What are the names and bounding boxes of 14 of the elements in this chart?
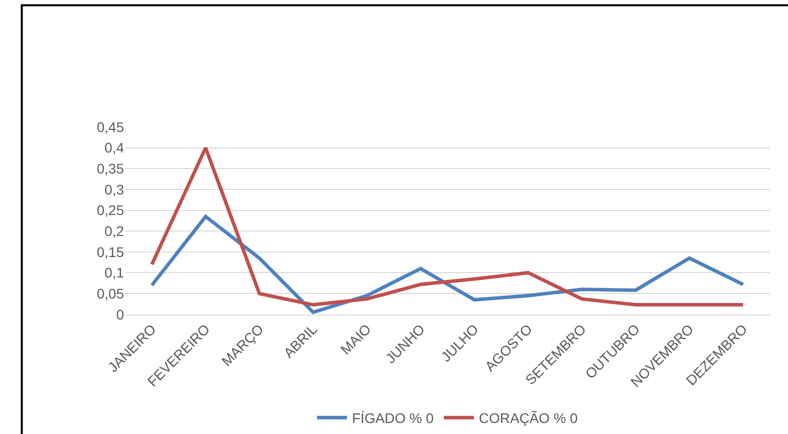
y-tick-label: 0 (116, 306, 124, 322)
y-tick-label: 0,45 (96, 118, 124, 135)
line-series (150, 146, 745, 307)
y-tick-label: 0,15 (96, 244, 124, 260)
y-tick-label: 0,05 (96, 285, 124, 302)
y-tick-label: 0,35 (96, 160, 124, 177)
y-tick-label: 0,4 (104, 140, 124, 156)
y-tick-label: 0,1 (104, 264, 124, 281)
y-tick-label: 0,3 (104, 181, 124, 198)
legend-label: FÍGADO % 0 (352, 410, 434, 426)
legend-label: CORAÇÃO % 0 (478, 410, 578, 426)
line-series (150, 214, 745, 314)
y-tick-label: 0,25 (96, 202, 124, 218)
y-tick-label: 0,2 (104, 222, 124, 239)
